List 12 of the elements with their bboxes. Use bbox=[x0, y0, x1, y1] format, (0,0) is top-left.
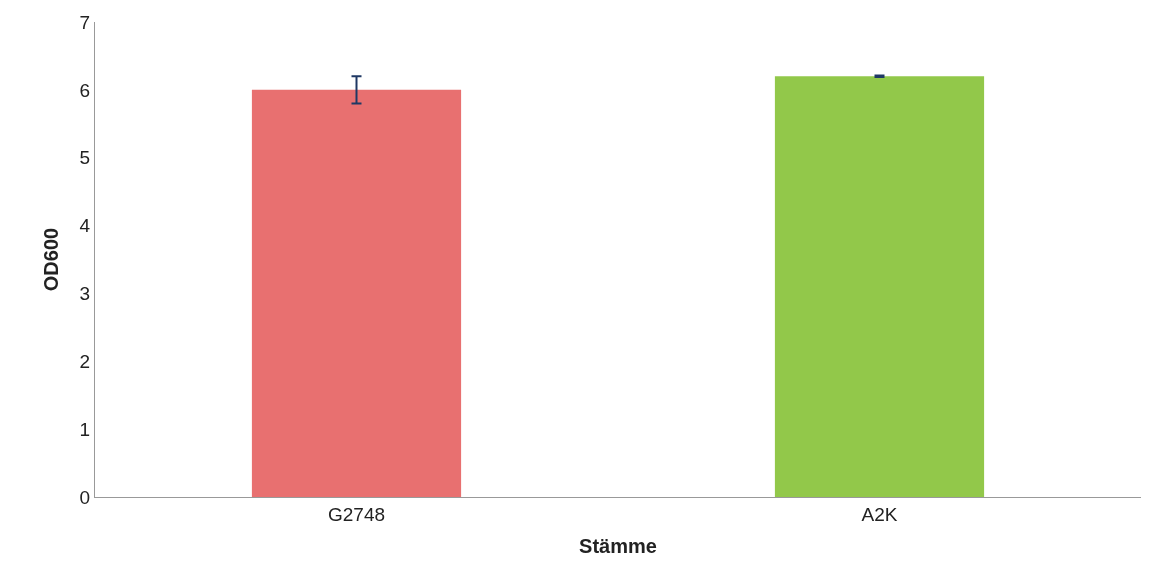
y-tick-label: 6 bbox=[79, 79, 91, 101]
x-axis-title: Stämme bbox=[579, 535, 657, 558]
y-axis-title: OD600 bbox=[40, 227, 63, 292]
y-tick-label: 1 bbox=[79, 418, 91, 440]
y-tick-label: 3 bbox=[79, 283, 91, 305]
y-tick-label: 4 bbox=[79, 215, 91, 237]
y-tick-label: 2 bbox=[79, 350, 91, 372]
x-tick-label: G2748 bbox=[327, 503, 386, 525]
x-tick-label: A2K bbox=[861, 503, 898, 525]
y-tick-label: 0 bbox=[79, 486, 91, 508]
y-tick-label: 7 bbox=[79, 11, 91, 33]
y-tick-label: 5 bbox=[79, 147, 91, 169]
